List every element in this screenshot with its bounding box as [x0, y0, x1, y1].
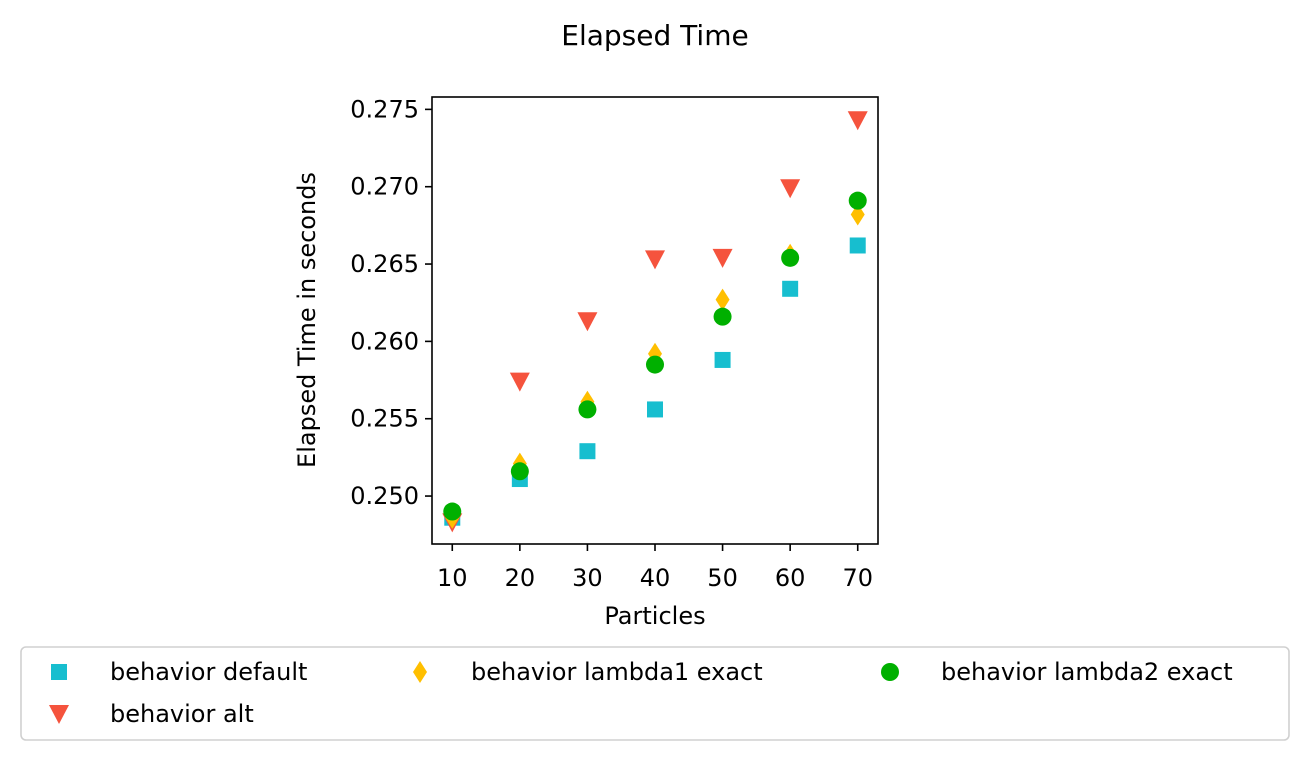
data-point: [645, 250, 665, 270]
data-point: [714, 351, 731, 368]
data-points: [442, 111, 868, 533]
legend-label: behavior lambda2 exact: [941, 658, 1233, 686]
legend-label: behavior lambda1 exact: [471, 658, 763, 686]
y-axis-label: Elapsed Time in seconds: [293, 172, 321, 468]
y-tick-label: 0.250: [350, 482, 419, 510]
series-behavior-lambda2-exact: [443, 191, 867, 521]
data-point: [782, 280, 799, 297]
legend-item: behavior lambda2 exact: [881, 658, 1233, 686]
legend-label: behavior default: [110, 658, 307, 686]
series-behavior-alt: [442, 111, 868, 533]
data-point: [579, 443, 596, 460]
data-point: [849, 237, 866, 254]
data-point: [578, 400, 597, 419]
y-tick-label: 0.255: [350, 405, 419, 433]
data-point: [847, 111, 868, 131]
x-tick-label: 60: [775, 564, 806, 592]
legend-item: behavior lambda1 exact: [413, 658, 763, 686]
data-point: [647, 401, 663, 418]
data-point: [443, 502, 462, 521]
y-tick-label: 0.260: [350, 327, 419, 355]
x-axis-label: Particles: [604, 602, 705, 630]
legend-marker: [881, 663, 899, 681]
data-point: [780, 179, 801, 199]
chart-title: Elapsed Time: [561, 19, 748, 52]
plot-area: 10 20 30 40 50 60 70 0.250 0.255 0.260 0.265 0.270…: [350, 95, 879, 592]
legend: behavior default behavior alt behavior lam…: [20, 646, 1290, 741]
data-point: [577, 312, 598, 332]
plot-frame: [431, 96, 879, 545]
legend-marker: [49, 705, 69, 724]
data-point: [646, 355, 664, 374]
x-tick-label: 40: [640, 564, 671, 592]
data-point: [712, 248, 733, 268]
y-tick-label: 0.275: [350, 95, 419, 123]
legend-marker: [51, 664, 67, 680]
x-tick-label: 70: [842, 564, 873, 592]
x-tick-label: 20: [505, 564, 536, 592]
series-behavior-default: [444, 237, 866, 526]
legend-label: behavior alt: [110, 700, 254, 728]
y-axis: 0.250 0.255 0.260 0.265 0.270 0.275: [350, 95, 432, 510]
x-axis: 10 20 30 40 50 60 70: [437, 544, 873, 592]
data-point: [509, 372, 530, 392]
y-tick-label: 0.270: [350, 173, 419, 201]
y-tick-label: 0.265: [350, 250, 419, 278]
x-tick-label: 50: [707, 564, 738, 592]
legend-item: behavior alt: [49, 700, 254, 728]
data-point: [781, 248, 800, 267]
legend-item: behavior default: [51, 658, 307, 686]
data-point: [715, 288, 730, 311]
x-tick-label: 30: [572, 564, 603, 592]
data-point: [713, 307, 732, 326]
data-point: [510, 462, 529, 481]
data-point: [850, 203, 865, 226]
x-tick-label: 10: [437, 564, 468, 592]
legend-frame: [20, 646, 1290, 741]
legend-marker: [413, 661, 427, 683]
data-point: [848, 191, 867, 210]
